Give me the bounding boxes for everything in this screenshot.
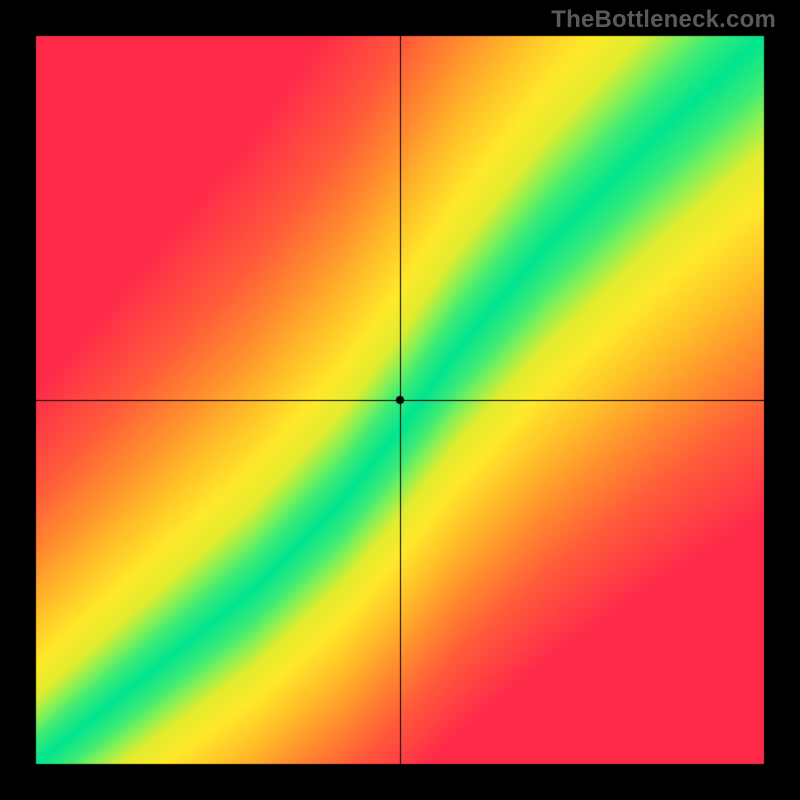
- chart-container: TheBottleneck.com: [0, 0, 800, 800]
- watermark-text: TheBottleneck.com: [551, 6, 776, 34]
- bottleneck-heatmap-canvas: [0, 0, 800, 800]
